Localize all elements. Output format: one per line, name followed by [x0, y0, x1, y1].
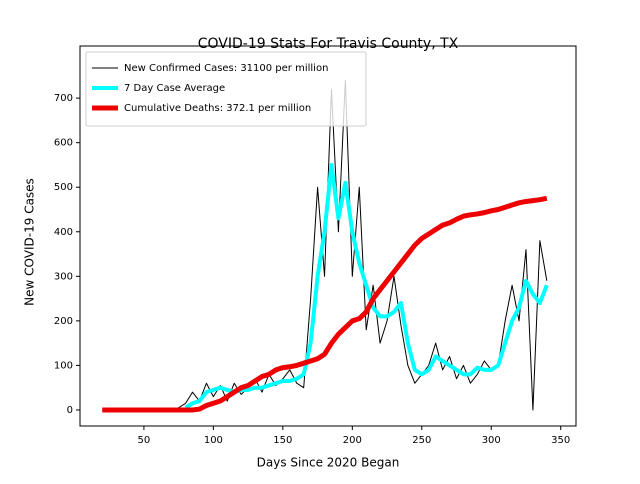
x-tick-label: 300 [482, 435, 501, 446]
y-tick-label: 600 [54, 138, 73, 149]
legend-box [85, 51, 367, 127]
x-tick-label: 200 [343, 435, 362, 446]
x-axis-label: Days Since 2020 Began [257, 456, 400, 470]
y-tick-label: 100 [54, 360, 73, 371]
series-line [102, 195, 548, 413]
y-tick-label: 0 [67, 405, 73, 416]
x-tick-label: 150 [273, 435, 292, 446]
y-tick-label: 700 [54, 93, 73, 104]
y-tick-label: 500 [54, 182, 73, 193]
x-tick-label: 250 [412, 435, 431, 446]
legend-label: 7 Day Case Average [124, 83, 225, 94]
legend-label: Cumulative Deaths: 372.1 per million [124, 103, 311, 114]
y-tick-label: 300 [54, 271, 73, 282]
y-tick-label: 400 [54, 227, 73, 238]
plot-frame [79, 45, 577, 427]
x-tick-label: 350 [551, 435, 570, 446]
y-tick-label: 200 [54, 316, 73, 327]
y-axis-label: New COVID-19 Cases [23, 178, 37, 306]
chart-title: COVID-19 Stats For Travis County, TX [198, 36, 459, 52]
x-tick-label: 100 [204, 435, 223, 446]
x-tick-label: 50 [138, 435, 151, 446]
legend-label: New Confirmed Cases: 31100 per million [124, 63, 328, 74]
series-line [184, 162, 549, 410]
